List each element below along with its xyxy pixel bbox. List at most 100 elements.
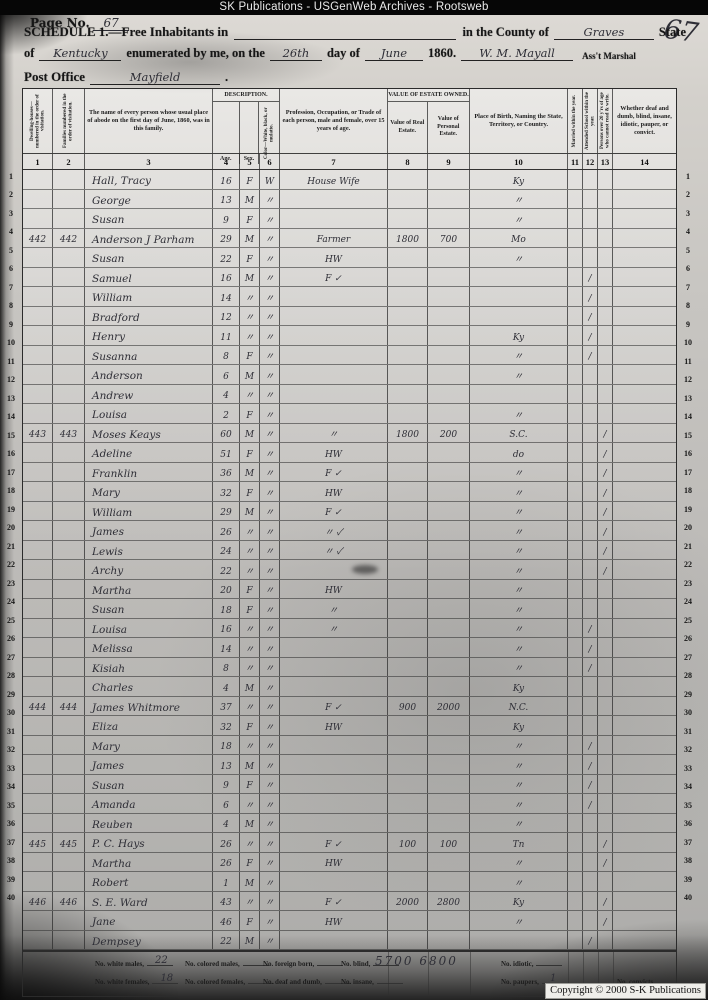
cell-rw: / xyxy=(598,501,613,520)
cell-col: 〃 xyxy=(260,852,280,871)
cell-pers xyxy=(428,852,470,871)
row-numbers-right: 1 2 3 4 5 6 7 8 9 10 11 12 13 14 15 16 17 18 19 20 21 22 23 24 2… xyxy=(680,167,696,907)
row-number: 10 xyxy=(684,338,692,348)
cell-age: 9 xyxy=(213,774,240,793)
cell-real xyxy=(388,462,428,481)
tally-item: No. white males, 22 xyxy=(95,955,173,968)
cell-col: 〃 xyxy=(260,306,280,325)
cell-col: 〃 xyxy=(260,872,280,891)
cell-real xyxy=(388,209,428,228)
row-number: 19 xyxy=(7,504,15,514)
cell-age: 13 xyxy=(213,755,240,774)
cell-real xyxy=(388,579,428,598)
cell-real xyxy=(388,287,428,306)
cell-real xyxy=(388,677,428,696)
row-number: 15 xyxy=(684,430,692,440)
cell-name: Susan xyxy=(85,209,213,228)
cell-sch: / xyxy=(583,794,598,813)
cell-birth: 〃 xyxy=(470,911,568,930)
cell-birth: Ky xyxy=(470,891,568,910)
cell-sch xyxy=(583,384,598,403)
cell-dw xyxy=(23,501,53,520)
cell-m xyxy=(568,170,583,189)
row-number: 27 xyxy=(7,652,15,662)
cell-rw: / xyxy=(598,462,613,481)
cell-sex: 〃 xyxy=(240,287,260,306)
cell-col: 〃 xyxy=(260,189,280,208)
cell-col: 〃 xyxy=(260,267,280,286)
row-number: 21 xyxy=(684,541,692,551)
cell-rw xyxy=(598,287,613,306)
cell-fam xyxy=(53,326,85,345)
cell-occ: Farmer xyxy=(280,228,388,247)
cell-sch: / xyxy=(583,287,598,306)
tally-blank xyxy=(536,965,563,966)
cell-col: 〃 xyxy=(260,618,280,637)
cell-col: 〃 xyxy=(260,404,280,423)
table-row: Eliza 32 F 〃 HW Ky xyxy=(23,716,676,736)
cell-fam xyxy=(53,716,85,735)
row-number: 9 xyxy=(686,319,690,329)
cell-dw xyxy=(23,911,53,930)
cell-occ: HW xyxy=(280,443,388,462)
cell-occ xyxy=(280,872,388,891)
cell-pers xyxy=(428,735,470,754)
cell-rw: / xyxy=(598,560,613,579)
cell-m xyxy=(568,657,583,676)
cell-real xyxy=(388,774,428,793)
cell-name: Mary xyxy=(85,735,213,754)
cell-col: 〃 xyxy=(260,326,280,345)
cell-occ xyxy=(280,189,388,208)
column-number: 11 xyxy=(568,154,583,169)
cell-rw xyxy=(598,774,613,793)
cell-real xyxy=(388,501,428,520)
page-no-label: Page No. xyxy=(30,16,90,30)
cell-occ: House Wife xyxy=(280,170,388,189)
cell-col: 〃 xyxy=(260,287,280,306)
cell-real xyxy=(388,599,428,618)
cell-sch xyxy=(583,170,598,189)
cell-real xyxy=(388,911,428,930)
cell-sch xyxy=(583,677,598,696)
cell-col: 〃 xyxy=(260,443,280,462)
cell-birth: 〃 xyxy=(470,579,568,598)
cell-sex: F xyxy=(240,248,260,267)
cell-age: 14 xyxy=(213,287,240,306)
cell-name: Louisa xyxy=(85,404,213,423)
row-number: 3 xyxy=(686,208,690,218)
cell-rw xyxy=(598,248,613,267)
cell-birth: 〃 xyxy=(470,774,568,793)
cell-rem xyxy=(613,443,676,462)
cell-occ xyxy=(280,774,388,793)
row-number: 6 xyxy=(686,264,690,274)
cell-real xyxy=(388,267,428,286)
table-footer: 5700 6800 No. white males, 22 No. colored … xyxy=(23,950,684,996)
cell-m xyxy=(568,248,583,267)
cell-rw xyxy=(598,345,613,364)
cell-m xyxy=(568,404,583,423)
cell-name: Adeline xyxy=(85,443,213,462)
cell-sex: M xyxy=(240,813,260,832)
cell-pers xyxy=(428,521,470,540)
ink-smudge xyxy=(352,565,378,574)
row-number: 5 xyxy=(9,245,13,255)
cell-fam xyxy=(53,482,85,501)
cell-col: 〃 xyxy=(260,345,280,364)
cell-birth: 〃 xyxy=(470,540,568,559)
cell-pers xyxy=(428,365,470,384)
cell-pers xyxy=(428,209,470,228)
cell-birth: 〃 xyxy=(470,248,568,267)
cell-dw xyxy=(23,326,53,345)
cell-occ xyxy=(280,560,388,579)
cell-rw xyxy=(598,813,613,832)
cell-rw xyxy=(598,579,613,598)
cell-name: Lewis xyxy=(85,540,213,559)
cell-dw xyxy=(23,404,53,423)
cell-real xyxy=(388,618,428,637)
row-number: 22 xyxy=(684,560,692,570)
cell-sch xyxy=(583,852,598,871)
cell-m xyxy=(568,911,583,930)
cell-pers xyxy=(428,872,470,891)
tally-item: No. idiotic, xyxy=(501,960,563,968)
